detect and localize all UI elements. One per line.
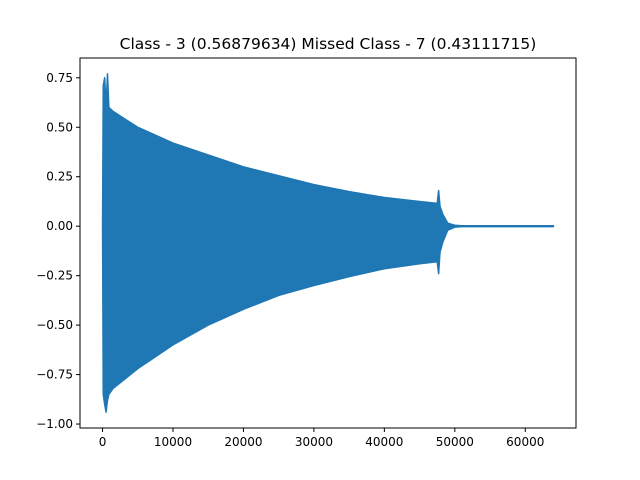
- x-tick-label: 50000: [436, 435, 474, 449]
- axes-frame: [79, 57, 577, 429]
- x-tick-label: 60000: [506, 435, 544, 449]
- y-tick-label: 0.00: [46, 219, 73, 233]
- x-tick-label: 20000: [224, 435, 262, 449]
- y-tick-label: −0.75: [36, 368, 73, 382]
- chart-title: Class - 3 (0.56879634) Missed Class - 7 …: [120, 35, 537, 53]
- y-tick-label: −1.00: [36, 417, 73, 431]
- y-tick-label: 0.50: [46, 120, 73, 134]
- x-axis: 0 10000 20000 30000 40000 50000 60000: [99, 428, 544, 449]
- plot-area: [101, 73, 555, 413]
- x-tick-label: 40000: [365, 435, 403, 449]
- x-tick-label: 30000: [295, 435, 333, 449]
- y-tick-label: −0.25: [36, 269, 73, 283]
- y-tick-label: 0.75: [46, 71, 73, 85]
- x-tick-label: 0: [99, 435, 107, 449]
- y-axis: 0.75 0.50 0.25 0.00 −0.25 −0.50 −0.75 −1.00: [36, 71, 80, 431]
- y-tick-label: 0.25: [46, 170, 73, 184]
- x-tick-label: 10000: [154, 435, 192, 449]
- waveform-series: [101, 73, 555, 413]
- y-tick-label: −0.50: [36, 318, 73, 332]
